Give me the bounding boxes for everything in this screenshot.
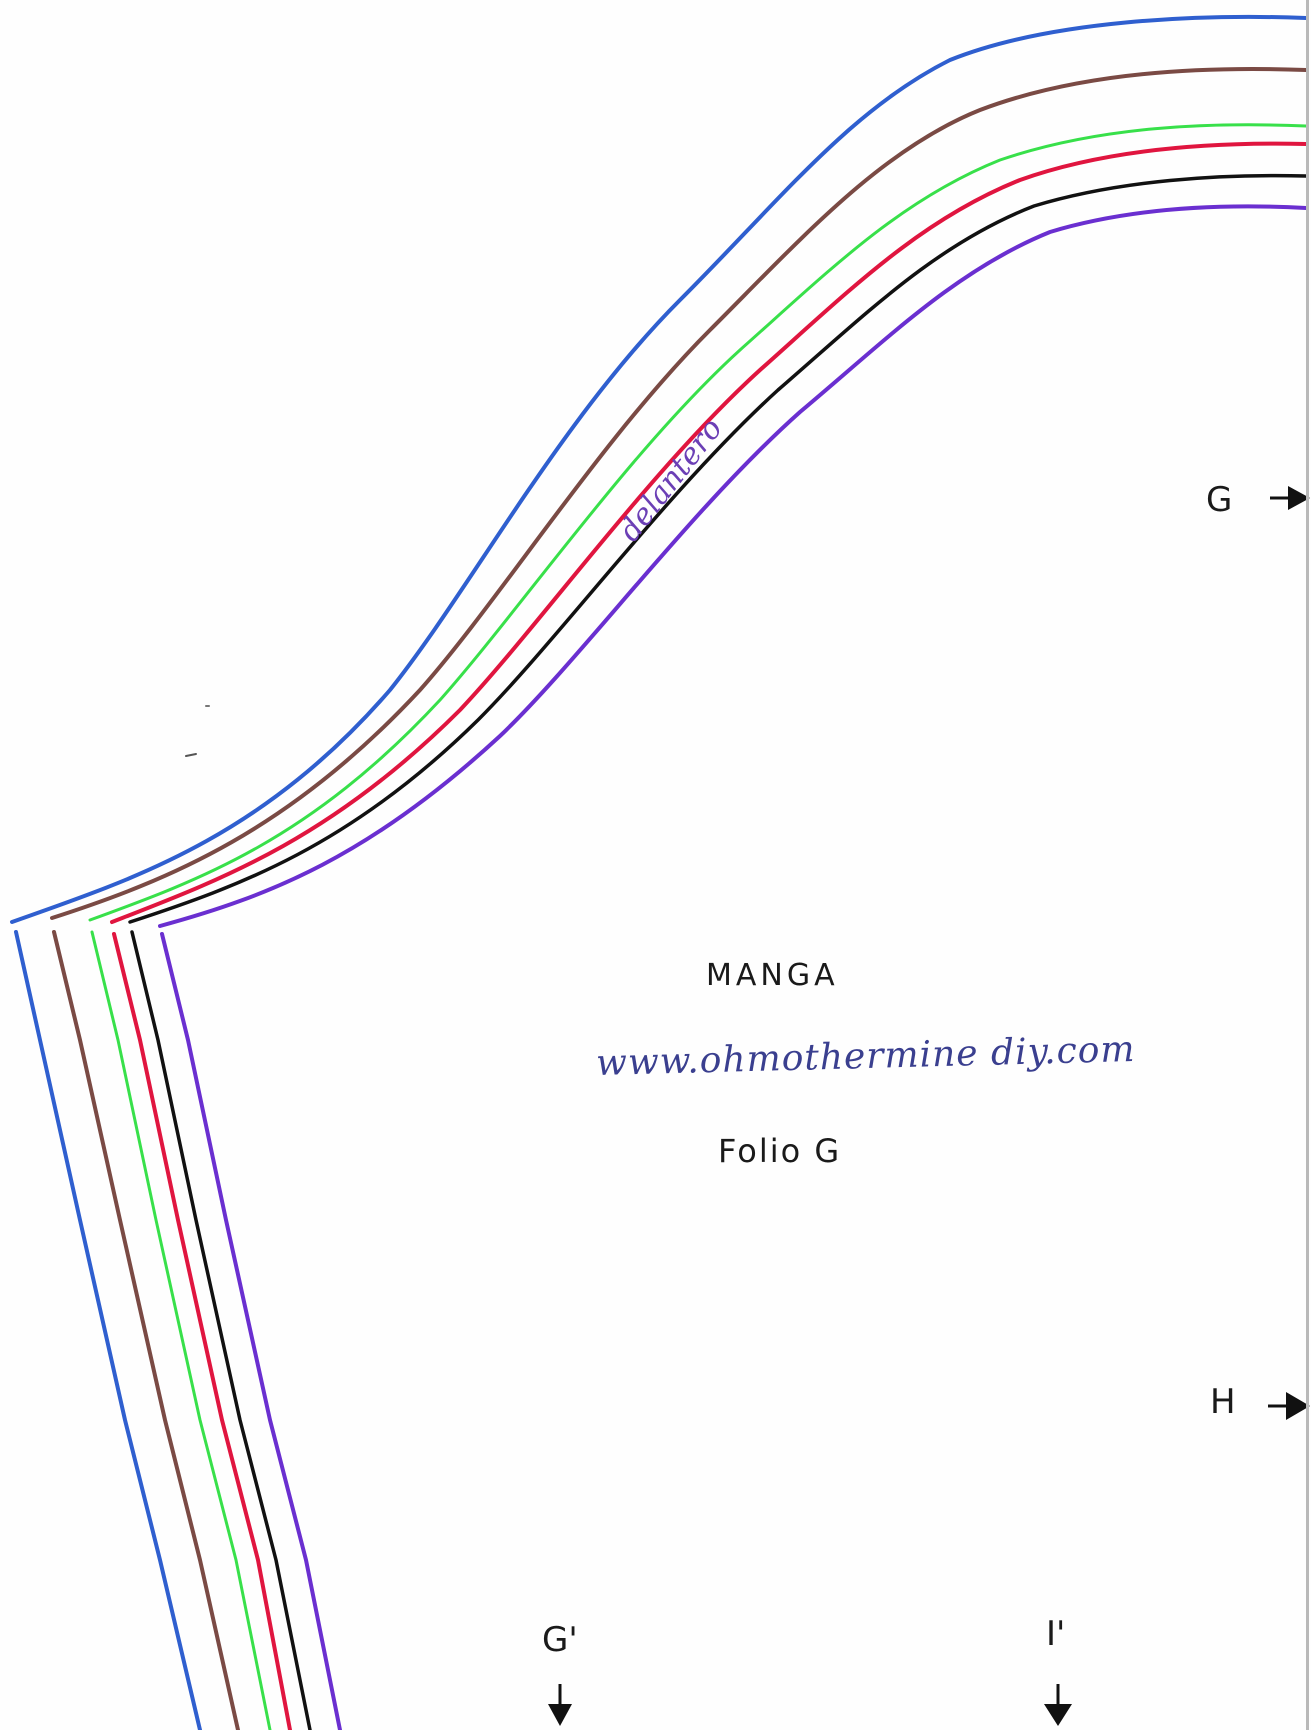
size-line-brown-side: [52, 930, 240, 1730]
marker-i-prime: I': [1046, 1614, 1066, 1654]
marker-h: H: [1210, 1382, 1236, 1422]
size-line-black-side: [130, 930, 312, 1730]
folio-label: Folio G: [718, 1132, 842, 1170]
size-line-red-side: [112, 932, 292, 1730]
stray-mark: [185, 753, 197, 757]
size-line-green-side: [90, 930, 272, 1730]
piece-title: MANGA: [706, 958, 839, 993]
size-line-black: [128, 173, 1308, 924]
arrow-right-icon: [1268, 1392, 1310, 1420]
arrow-down-icon: [548, 1684, 572, 1726]
marker-g-prime: G': [542, 1620, 578, 1660]
size-line-purple: [158, 204, 1308, 928]
size-line-red: [110, 141, 1308, 924]
marker-g: G: [1206, 480, 1233, 520]
size-line-purple-side: [160, 932, 342, 1730]
arrow-right-icon: [1270, 486, 1310, 510]
size-line-blue: [10, 14, 1308, 924]
page-edge-divider: [1306, 0, 1309, 1730]
size-line-blue-side: [14, 930, 202, 1730]
arrow-down-icon: [1044, 1684, 1072, 1726]
size-line-green: [88, 123, 1308, 922]
size-line-brown: [50, 66, 1308, 920]
